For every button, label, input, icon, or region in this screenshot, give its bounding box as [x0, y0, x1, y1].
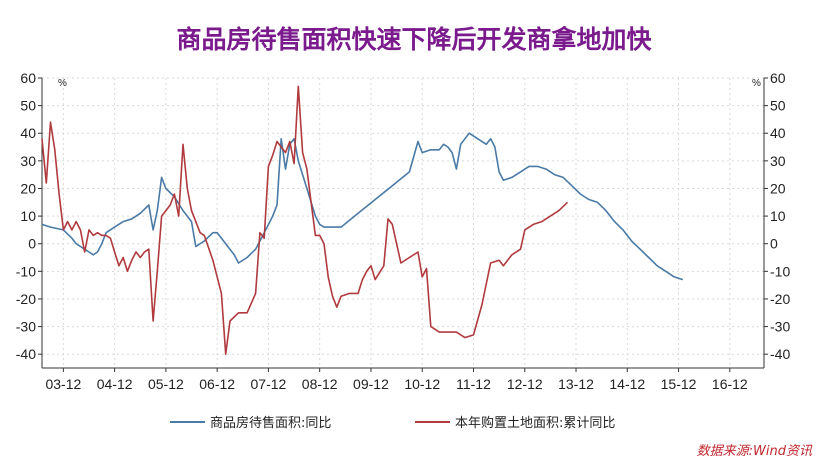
y-tick-label-right: -10 — [770, 263, 790, 279]
data-source-note: 数据来源:Wind资讯 — [697, 444, 813, 459]
y-unit-right: % — [752, 78, 761, 89]
x-tick-label: 12-12 — [507, 376, 543, 392]
x-tick-label: 15-12 — [661, 376, 697, 392]
y-tick-label-left: 50 — [20, 98, 36, 114]
y-tick-label-left: -20 — [16, 291, 36, 307]
x-tick-label: 06-12 — [199, 376, 235, 392]
y-tick-label-left: 0 — [28, 236, 36, 252]
y-tick-label-right: -40 — [770, 346, 790, 362]
y-tick-label-left: -40 — [16, 346, 36, 362]
legend: 商品房待售面积:同比 本年购置土地面积:累计同比 — [170, 415, 615, 431]
y-axis-left-ticks: -40 -30 -20 -10 0 10 20 30 40 50 60 — [16, 70, 36, 362]
y-tick-label-right: -20 — [770, 291, 790, 307]
axes — [38, 77, 768, 372]
y-tick-label-left: -30 — [16, 319, 36, 335]
y-unit-left: % — [58, 78, 67, 89]
x-tick-label: 05-12 — [148, 376, 184, 392]
y-tick-label-right: 40 — [770, 125, 786, 141]
y-tick-label-left: -10 — [16, 263, 36, 279]
x-tick-label: 03-12 — [45, 376, 81, 392]
series-lines — [41, 85, 684, 355]
y-tick-label-right: 60 — [770, 70, 786, 86]
y-tick-label-right: 10 — [770, 208, 786, 224]
y-tick-label-right: 0 — [770, 236, 778, 252]
x-tick-label: 13-12 — [558, 376, 594, 392]
legend-label-series-1: 商品房待售面积:同比 — [210, 415, 331, 431]
x-tick-label: 16-12 — [712, 376, 748, 392]
y-tick-label-left: 40 — [20, 125, 36, 141]
x-tick-label: 14-12 — [609, 376, 645, 392]
x-tick-label: 04-12 — [97, 376, 133, 392]
y-tick-label-left: 60 — [20, 70, 36, 86]
y-tick-label-right: 50 — [770, 98, 786, 114]
x-tick-label: 11-12 — [456, 376, 491, 392]
x-tick-label: 09-12 — [353, 376, 389, 392]
y-tick-label-right: 20 — [770, 180, 786, 196]
y-tick-label-left: 10 — [20, 208, 36, 224]
chart-title: 商品房待售面积快速下降后开发商拿地加快 — [176, 25, 652, 54]
y-tick-label-right: -30 — [770, 319, 790, 335]
y-tick-label-right: 30 — [770, 153, 786, 169]
series-line-1 — [41, 132, 684, 281]
y-tick-label-left: 30 — [20, 153, 36, 169]
x-tick-label: 08-12 — [302, 376, 338, 392]
series-line-2 — [41, 85, 569, 355]
gridlines — [42, 77, 764, 368]
x-tick-label: 07-12 — [251, 376, 287, 392]
x-axis-ticks: 03-12 04-12 05-12 06-12 07-12 08-12 09-12 10-12… — [45, 376, 747, 392]
legend-label-series-2: 本年购置土地面积:累计同比 — [455, 415, 615, 431]
y-axis-right-ticks: -40 -30 -20 -10 0 10 20 30 40 50 60 — [770, 70, 790, 362]
y-tick-label-left: 20 — [20, 180, 36, 196]
x-tick-label: 10-12 — [404, 376, 440, 392]
